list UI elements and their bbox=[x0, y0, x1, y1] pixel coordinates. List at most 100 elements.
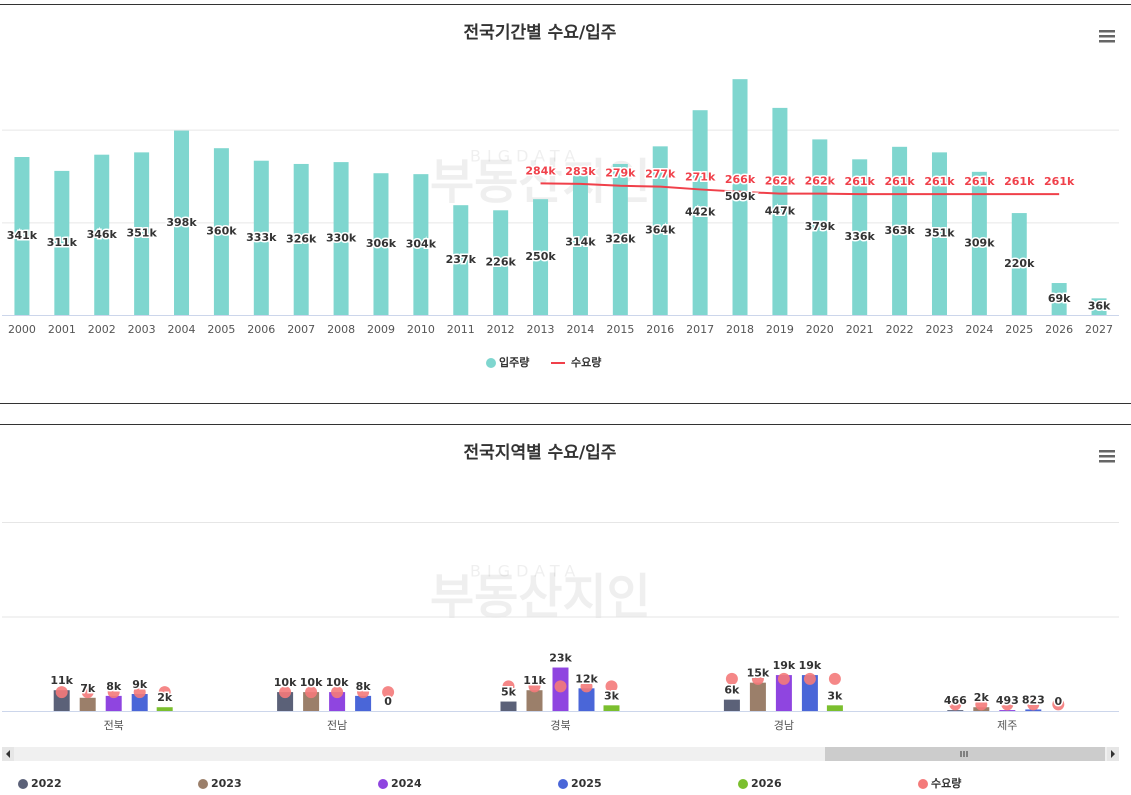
data-label: 2k bbox=[157, 691, 173, 704]
data-label: 326k bbox=[286, 232, 317, 245]
x-tick-label: 2023 bbox=[925, 323, 953, 336]
bar bbox=[947, 710, 964, 711]
bar bbox=[749, 682, 766, 711]
data-label: 23k bbox=[549, 652, 572, 665]
chart-title: 전국기간별 수요/입주 bbox=[464, 23, 617, 43]
bar bbox=[775, 675, 792, 711]
point bbox=[55, 686, 68, 699]
data-label: 314k bbox=[565, 235, 596, 248]
data-label: 19k bbox=[799, 659, 822, 672]
x-tick-label: 제주 bbox=[997, 719, 1017, 732]
bar bbox=[94, 154, 110, 315]
data-label: 261k bbox=[845, 175, 876, 188]
data-label: 262k bbox=[805, 175, 836, 188]
bar bbox=[931, 152, 947, 315]
data-label: 36k bbox=[1088, 300, 1111, 313]
legend-marker bbox=[198, 779, 208, 789]
watermark: BIGDATA bbox=[470, 562, 581, 581]
x-tick-label: 2024 bbox=[965, 323, 993, 336]
data-label: 10k bbox=[326, 676, 349, 689]
data-label: 69k bbox=[1048, 292, 1071, 305]
data-label: 364k bbox=[645, 224, 676, 237]
data-label: 220k bbox=[1004, 257, 1035, 270]
x-tick-label: 2010 bbox=[407, 323, 435, 336]
data-label: 823 bbox=[1022, 693, 1045, 706]
legend-marker bbox=[918, 779, 928, 789]
x-tick-label: 전북 bbox=[104, 719, 124, 732]
point bbox=[803, 672, 816, 685]
x-tick-label: 2000 bbox=[8, 323, 36, 336]
point bbox=[528, 680, 541, 693]
x-tick-label: 2001 bbox=[48, 323, 76, 336]
x-tick-label: 2020 bbox=[806, 323, 834, 336]
bar bbox=[578, 688, 595, 711]
point bbox=[605, 680, 618, 693]
data-label: 0 bbox=[384, 695, 392, 708]
x-tick-label: 2003 bbox=[128, 323, 156, 336]
x-tick-label: 경남 bbox=[774, 719, 794, 732]
bar bbox=[812, 139, 828, 315]
point bbox=[133, 686, 146, 699]
legend-label: 2025 bbox=[571, 777, 602, 790]
data-label: 261k bbox=[884, 175, 915, 188]
x-tick-label: 2027 bbox=[1085, 323, 1113, 336]
bar bbox=[453, 205, 469, 315]
point bbox=[554, 680, 567, 693]
bar bbox=[493, 210, 509, 315]
data-label: 12k bbox=[575, 672, 598, 685]
point bbox=[331, 686, 344, 699]
bar bbox=[303, 692, 320, 711]
legend-label: 2022 bbox=[31, 777, 62, 790]
data-label: 261k bbox=[924, 175, 955, 188]
data-label: 309k bbox=[964, 236, 995, 249]
bar bbox=[533, 199, 549, 315]
data-label: 0 bbox=[1054, 695, 1062, 708]
x-tick-label: 2013 bbox=[527, 323, 555, 336]
data-label: 341k bbox=[7, 229, 38, 242]
data-label: 304k bbox=[406, 238, 437, 251]
point bbox=[502, 680, 515, 693]
x-tick-label: 2008 bbox=[327, 323, 355, 336]
point bbox=[158, 686, 171, 699]
data-label: 10k bbox=[274, 676, 297, 689]
data-label: 447k bbox=[765, 204, 796, 217]
x-tick-label: 2009 bbox=[367, 323, 395, 336]
data-label: 237k bbox=[446, 253, 477, 266]
bar bbox=[333, 162, 349, 315]
scrollbar[interactable] bbox=[2, 747, 1119, 761]
bar bbox=[999, 710, 1016, 711]
data-label: 442k bbox=[685, 206, 716, 219]
menu-icon[interactable] bbox=[1099, 30, 1115, 43]
bar bbox=[612, 163, 628, 315]
data-label: 351k bbox=[924, 227, 955, 240]
x-tick-label: 2007 bbox=[287, 323, 315, 336]
legend-label: 입주량 bbox=[499, 356, 529, 369]
data-label: 250k bbox=[525, 250, 556, 263]
data-label: 346k bbox=[87, 228, 118, 241]
menu-icon[interactable] bbox=[1099, 450, 1115, 463]
bar bbox=[732, 79, 748, 315]
bar bbox=[373, 173, 389, 315]
bar bbox=[801, 675, 818, 711]
bar bbox=[500, 701, 517, 711]
data-label: 279k bbox=[605, 167, 636, 180]
legend-marker bbox=[378, 779, 388, 789]
x-tick-label: 2018 bbox=[726, 323, 754, 336]
data-label: 283k bbox=[565, 165, 596, 178]
x-tick-label: 2021 bbox=[846, 323, 874, 336]
bar bbox=[54, 170, 70, 315]
bar bbox=[174, 130, 190, 315]
data-label: 336k bbox=[845, 230, 876, 243]
bar bbox=[772, 107, 788, 315]
bar bbox=[971, 171, 987, 315]
data-label: 226k bbox=[486, 256, 517, 269]
data-label: 330k bbox=[326, 232, 357, 245]
data-label: 15k bbox=[747, 667, 770, 680]
data-label: 333k bbox=[246, 231, 277, 244]
line bbox=[540, 182, 1060, 196]
data-label: 19k bbox=[773, 659, 796, 672]
watermark: 부동산지인 bbox=[430, 569, 651, 625]
legend-marker bbox=[558, 779, 568, 789]
bar bbox=[852, 159, 868, 315]
data-label: 351k bbox=[126, 227, 157, 240]
